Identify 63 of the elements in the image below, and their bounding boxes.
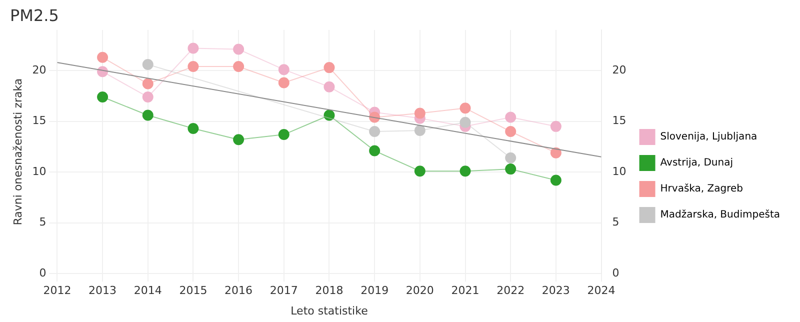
point [188, 61, 199, 72]
y2-tick-label: 0 [612, 266, 620, 280]
point [369, 126, 380, 137]
x-tick-label: 2013 [88, 284, 117, 298]
point [97, 52, 108, 63]
point [233, 134, 244, 146]
point [460, 116, 471, 128]
legend-label: Hrvaška, Zagreb [660, 184, 743, 195]
point [278, 77, 290, 88]
y2-tick-label: 5 [612, 216, 620, 229]
point [550, 120, 562, 132]
x-tick-label: 2016 [224, 284, 253, 298]
y-tick-label: 10 [32, 164, 46, 178]
y2-tick-label: 20 [612, 63, 626, 76]
x-tick-label: 2022 [496, 284, 525, 298]
point [324, 62, 335, 74]
point [233, 44, 244, 55]
y-tick-label: 0 [39, 266, 46, 280]
point [324, 110, 335, 121]
point [142, 110, 154, 121]
point [142, 78, 154, 90]
point [142, 91, 154, 102]
point [142, 59, 154, 70]
point [505, 112, 516, 123]
point [550, 174, 562, 186]
point [97, 91, 108, 102]
point [369, 145, 380, 156]
legend-label: Slovenija, Ljubljana [660, 132, 758, 143]
x-tick-label: 2014 [134, 284, 162, 298]
x-tick-label: 2020 [406, 284, 434, 298]
y-tick-label: 5 [39, 216, 46, 229]
point [188, 42, 199, 54]
point [505, 126, 516, 137]
point [460, 166, 471, 177]
x-tick-label: 2015 [179, 284, 208, 298]
point [414, 166, 426, 177]
point [505, 152, 516, 164]
x-tick-label: 2024 [587, 284, 616, 298]
x-tick-label: 2021 [451, 284, 480, 298]
point [324, 81, 335, 92]
y-axis-title: Ravni onesnaženosti zraka [11, 78, 24, 226]
y2-tick-label: 15 [612, 114, 626, 128]
point [460, 102, 471, 114]
x-tick-label: 2017 [270, 284, 298, 298]
point [278, 129, 290, 140]
x-tick-label: 2012 [43, 284, 72, 298]
chart-title: PM2.5 [10, 6, 59, 25]
y-tick-label: 15 [32, 114, 46, 128]
legend-label: Avstrija, Dunaj [660, 158, 734, 169]
x-tick-label: 2019 [360, 284, 389, 298]
x-axis-title: Leto statistike [290, 304, 368, 318]
point [505, 164, 516, 175]
point [188, 122, 199, 134]
legend-label: Madžarska, Budimpešta [660, 210, 780, 221]
point [550, 147, 562, 158]
point [414, 108, 426, 119]
point [233, 61, 244, 72]
y-tick-label: 20 [32, 63, 46, 76]
point [278, 64, 290, 76]
y2-tick-label: 10 [612, 164, 626, 178]
x-tick-label: 2023 [542, 284, 570, 298]
x-tick-label: 2018 [315, 284, 344, 298]
point [414, 124, 426, 136]
